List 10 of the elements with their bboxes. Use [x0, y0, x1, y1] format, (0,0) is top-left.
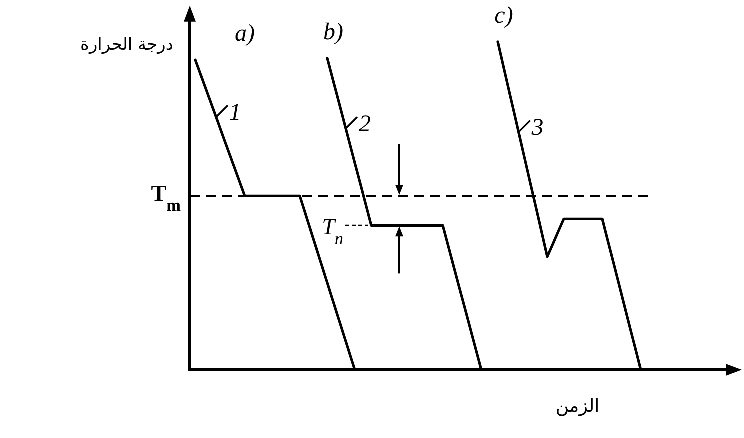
legend-label: 2 — [358, 112, 371, 138]
annotation: c) — [494, 3, 514, 29]
y-axis-title: درجة الحرارة — [80, 34, 174, 55]
annotation: b) — [324, 19, 344, 46]
legend-label: 3 — [530, 115, 544, 142]
x-axis-title: الزمن — [556, 396, 600, 417]
ref-line-label: T$_{m}$ — [151, 181, 182, 215]
ref-line-label: T$_{n}$ — [322, 214, 344, 248]
legend-label: 1 — [229, 100, 242, 126]
annotation: a) — [235, 21, 255, 48]
